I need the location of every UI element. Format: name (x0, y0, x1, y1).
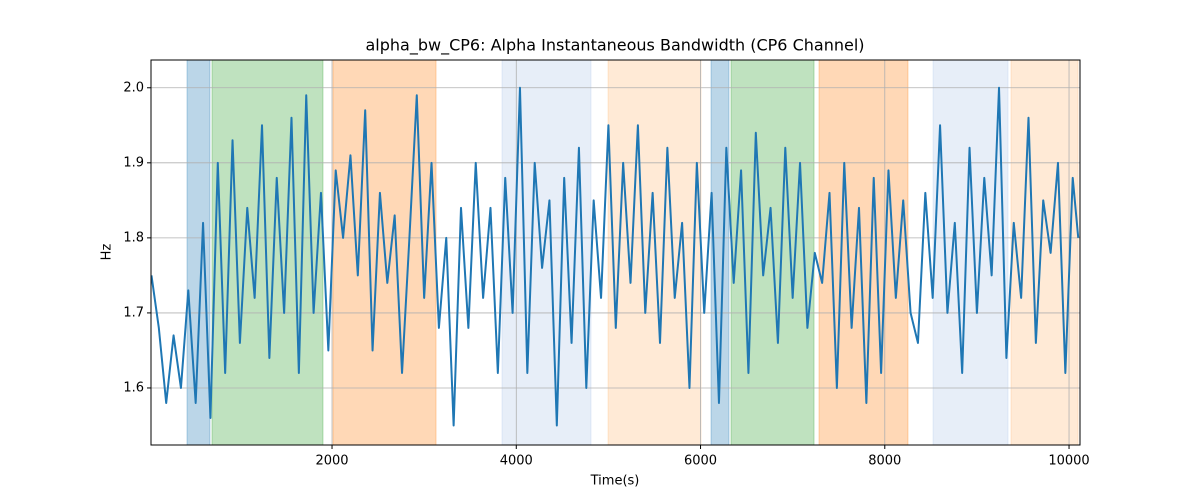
y-tick-label: 1.8 (123, 230, 144, 245)
y-tick-label: 1.7 (123, 305, 144, 320)
shaded-span (607, 59, 702, 446)
data-line (150, 86, 1080, 427)
plot-frame (150, 59, 1081, 446)
x-tick-label: 6000 (684, 454, 717, 469)
y-tick-label: 2.0 (123, 80, 144, 95)
x-tick-label: 2000 (315, 454, 348, 469)
x-tick-label: 8000 (868, 454, 901, 469)
y-tick-label: 1.6 (123, 380, 144, 395)
y-axis-label: Hz (100, 244, 115, 261)
shaded-span (186, 59, 211, 446)
x-tick-label: 4000 (500, 454, 533, 469)
chart-title: alpha_bw_CP6: Alpha Instantaneous Bandwi… (366, 36, 865, 56)
x-tick-label: 10000 (1048, 454, 1089, 469)
y-tick-label: 1.9 (123, 155, 144, 170)
shaded-span (1010, 59, 1079, 446)
x-axis-label: Time(s) (590, 474, 640, 489)
